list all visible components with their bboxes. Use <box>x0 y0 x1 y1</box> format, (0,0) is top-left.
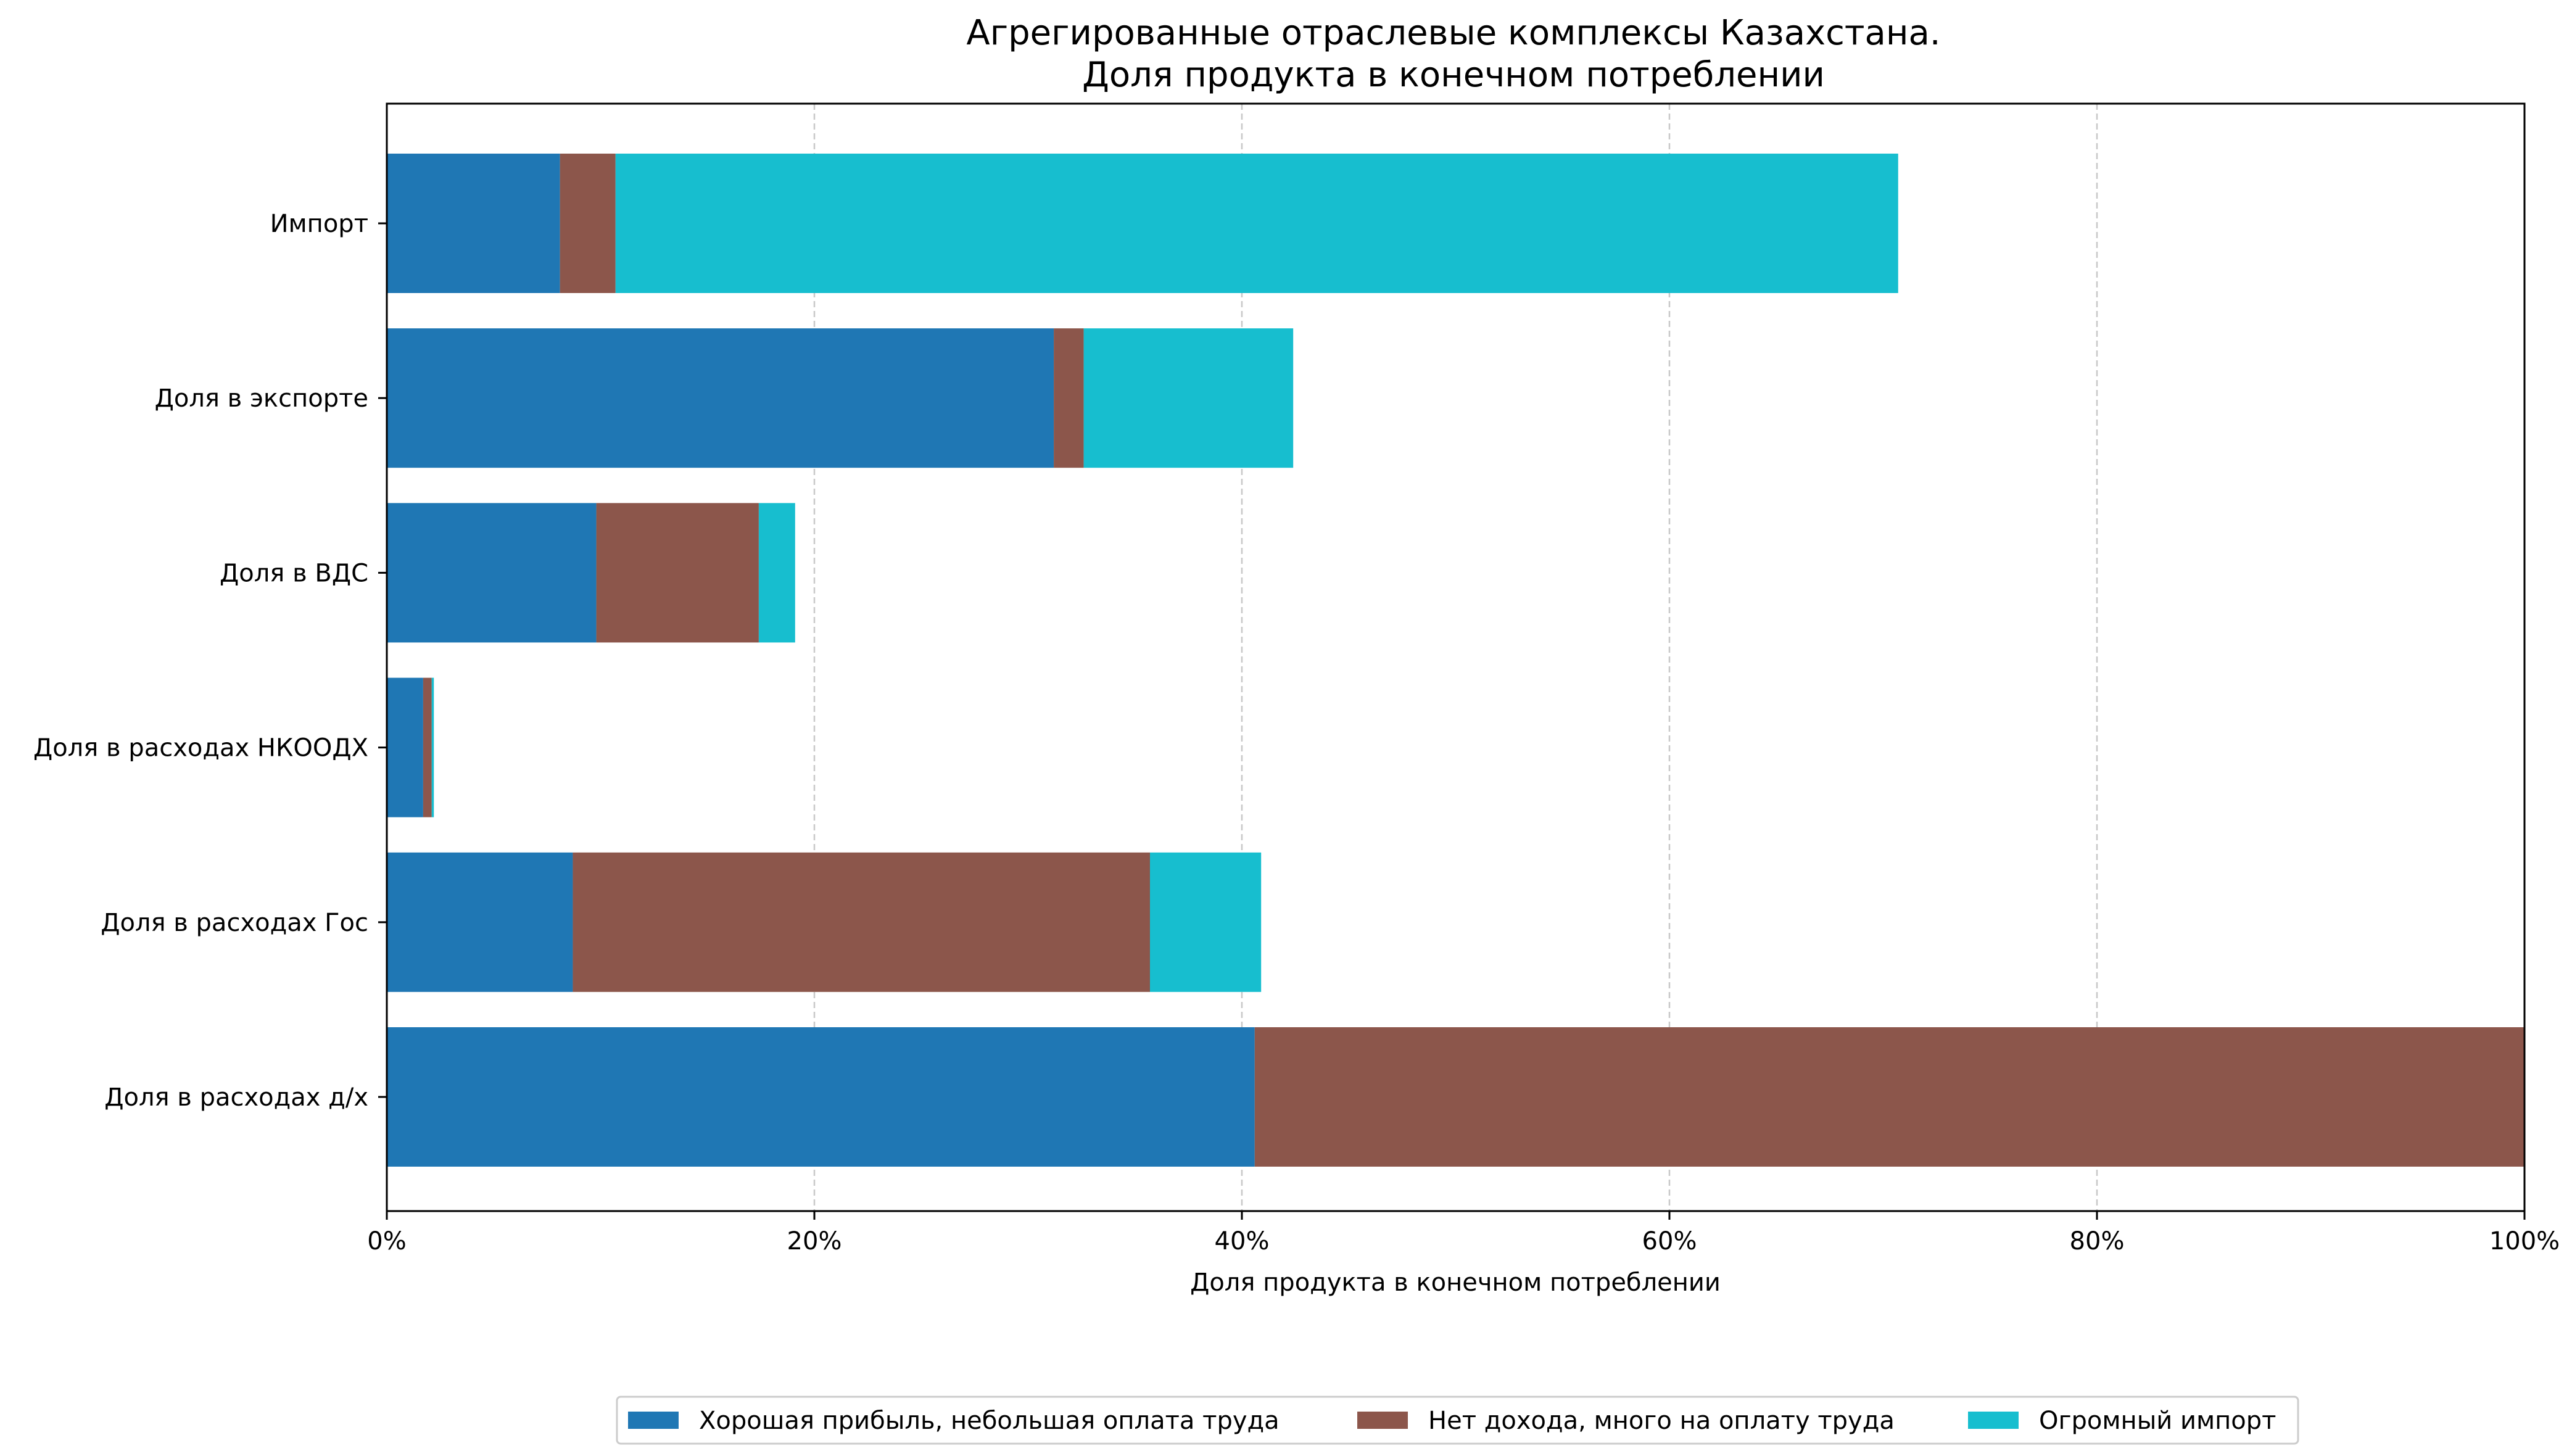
legend-box <box>616 1396 2299 1445</box>
grid-lines <box>813 104 2098 1211</box>
bar-segment <box>387 503 597 643</box>
bar-segment <box>387 677 423 817</box>
x-tick-label: 60% <box>1642 1227 1697 1255</box>
x-tick-label: 100% <box>2489 1227 2560 1255</box>
bar-segment <box>615 154 1898 293</box>
bar-segment <box>1054 328 1084 468</box>
bar-segment <box>1254 1027 2524 1167</box>
chart-title-line-1: Агрегированные отраслевые комплексы Каза… <box>966 13 1940 53</box>
bar-segment <box>387 328 1054 468</box>
x-axis-label: Доля продукта в конечном потреблении <box>1190 1268 1721 1297</box>
x-tick-label: 20% <box>787 1227 842 1255</box>
chart-title-line-2: Доля продукта в конечном потреблении <box>1082 55 1825 95</box>
x-axis: 0% 20% 40% 60% 80% 100% <box>367 1211 2560 1255</box>
bar-segment <box>758 503 795 643</box>
legend: Хорошая прибыль, небольшая оплата труда Н… <box>616 1396 2299 1445</box>
y-tick-label: Импорт <box>270 210 368 238</box>
bar-segment <box>1083 328 1294 468</box>
y-tick-label: Доля в расходах НКООДХ <box>33 734 368 763</box>
x-tick-label: 80% <box>2070 1227 2125 1255</box>
bar-segment <box>573 852 1151 992</box>
bar-segment <box>560 154 616 293</box>
bar-segment <box>387 852 573 992</box>
bar-segment <box>431 677 434 817</box>
y-tick-label: Доля в экспорте <box>155 384 368 413</box>
legend-label: Хорошая прибыль, небольшая оплата труда <box>699 1407 1280 1435</box>
bar-segment <box>423 677 432 817</box>
bar-segment <box>387 1027 1255 1167</box>
y-tick-label: Доля в расходах д/х <box>104 1083 368 1112</box>
y-tick-label: Доля в расходах Гос <box>101 909 368 937</box>
x-tick-label: 40% <box>1215 1227 1270 1255</box>
legend-label: Огромный импорт <box>2039 1407 2276 1435</box>
legend-label: Нет дохода, много на оплату труда <box>1428 1407 1895 1435</box>
y-axis: Импорт Доля в экспорте Доля в ВДС Доля в ра… <box>33 210 387 1112</box>
legend-swatch <box>1357 1412 1408 1429</box>
bar-segment <box>387 154 560 293</box>
legend-swatch <box>628 1412 679 1429</box>
bars <box>387 154 2524 1167</box>
plot-frame <box>386 102 2526 1212</box>
bar-segment <box>1150 852 1262 992</box>
legend-swatch <box>1968 1412 2019 1429</box>
chart-title: Агрегированные отраслевые комплексы Каза… <box>966 13 1940 95</box>
bar-segment <box>596 503 759 643</box>
y-tick-label: Доля в ВДС <box>220 559 368 587</box>
x-tick-label: 0% <box>367 1227 406 1255</box>
